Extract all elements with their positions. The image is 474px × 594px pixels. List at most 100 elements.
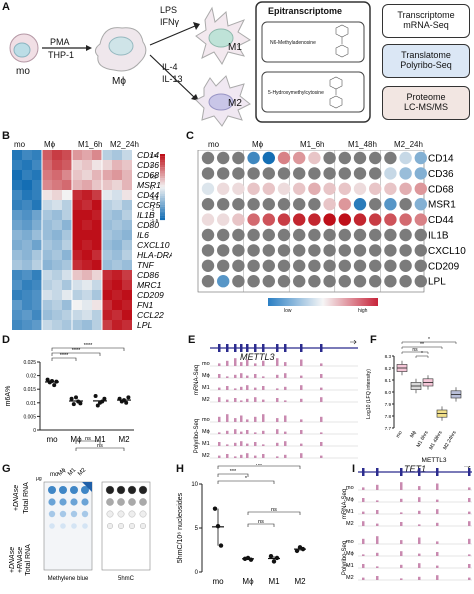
heatmap-cell <box>92 270 102 280</box>
gene-label-tet1: TET1 <box>404 464 427 474</box>
heatmap-gene-label: MSR1 <box>137 180 161 190</box>
heatmap-cell <box>22 150 32 160</box>
coverage-peak <box>436 522 439 526</box>
heatmap-group-mphi: Mϕ <box>44 140 56 149</box>
translatome-box: Translatome Polyribo-Seq <box>382 44 470 78</box>
heatmap-cell <box>102 180 112 190</box>
dot-mark <box>414 151 427 165</box>
exon-block <box>468 468 471 476</box>
dot-mark <box>293 151 306 165</box>
proteome-box: Proteome LC-MS/MS <box>382 86 470 120</box>
heatmap-cell <box>12 210 22 220</box>
blot-spot <box>106 498 114 506</box>
heatmap-cell <box>122 300 132 310</box>
x-category-label: M1 <box>94 435 106 444</box>
heatmap-cell <box>62 180 72 190</box>
ug-label: μg <box>36 476 42 482</box>
dot-mark <box>217 275 230 288</box>
heatmap-cell <box>22 180 32 190</box>
coverage-peak <box>254 455 257 458</box>
colorbar-segment <box>160 173 165 177</box>
coverage-peak <box>226 430 229 434</box>
dot-mark <box>414 167 427 180</box>
dot-mark <box>414 228 427 242</box>
heatmap-cell <box>22 260 32 270</box>
dot-gene-label: CD209 <box>428 261 460 272</box>
dot-gene-label: IL1B <box>428 231 449 242</box>
exon-block <box>284 344 287 352</box>
data-point <box>271 559 277 564</box>
heatmap-cell <box>102 290 112 300</box>
heatmap-cell <box>102 200 112 210</box>
colorbar-segment <box>160 202 165 205</box>
y-tick-label: 8.3 <box>385 354 392 359</box>
track-row-label: M1 <box>202 385 210 391</box>
coverage-peak <box>418 563 421 568</box>
m1-cell-icon <box>195 6 251 65</box>
heatmap-cell <box>82 250 92 260</box>
dot-mark <box>323 275 336 288</box>
dot-mark <box>247 259 260 272</box>
significance-label: ns <box>85 436 91 442</box>
coverage-peak <box>468 487 471 490</box>
column-label: M2 <box>77 467 88 478</box>
data-point <box>126 395 131 400</box>
heatmap-cell <box>52 160 62 170</box>
dot-mark <box>369 213 382 226</box>
dot-mark <box>369 275 382 288</box>
dot-mark <box>262 182 275 195</box>
dot-mark <box>353 182 367 195</box>
heatmap-cell <box>22 310 32 320</box>
coverage-peak <box>226 444 229 446</box>
track-row-label: mo <box>346 485 354 491</box>
dot-mark <box>414 213 427 226</box>
heatmap-cell <box>42 160 52 170</box>
blot-spot <box>140 523 146 529</box>
dot-gene-label: CD14 <box>428 154 454 165</box>
heatmap-cell <box>92 320 102 330</box>
coverage-peak <box>276 429 279 434</box>
dot-mark <box>308 275 321 288</box>
dot-mark <box>323 167 336 180</box>
heatmap-cell <box>42 210 52 220</box>
blot-spot <box>117 498 125 506</box>
dot-mark <box>262 259 275 272</box>
dot-mark <box>353 198 367 211</box>
dot-mark <box>201 259 215 272</box>
coverage-peak <box>300 419 303 422</box>
panel-label-g: G <box>2 463 11 475</box>
heatmap-cell <box>82 240 92 250</box>
colorbar-segment <box>160 200 165 203</box>
heatmap-gene-label: CD209 <box>137 290 164 300</box>
heatmap-cell <box>62 250 72 260</box>
heatmap-cell <box>32 270 42 280</box>
heatmap-cell <box>52 270 62 280</box>
y-axis-label: Log10 (LFQ intensity) <box>366 369 372 419</box>
significance-label: ns <box>412 347 418 353</box>
panel-label-a: A <box>2 1 10 13</box>
colorbar-segment <box>160 204 165 207</box>
coverage-peak <box>254 363 257 366</box>
coverage-peak <box>362 498 365 502</box>
dot-mark <box>384 151 397 165</box>
coverage-peak <box>376 566 379 568</box>
dot-mark <box>338 259 351 272</box>
dot-mark <box>262 167 275 180</box>
significance-bracket <box>75 440 101 444</box>
track-row-label: Mϕ <box>346 497 354 503</box>
x-category-label: M1 <box>268 577 280 586</box>
exon-block <box>362 468 365 476</box>
coverage-peak <box>276 456 279 458</box>
dot-mark <box>277 151 291 165</box>
dot-mark <box>277 198 291 211</box>
blot-spot <box>60 523 66 529</box>
y-tick-label: 0 <box>195 570 199 576</box>
treatment-label: +RNAse <box>17 547 24 573</box>
heatmap-cell <box>22 200 32 210</box>
dot-mark <box>232 198 245 211</box>
blot-spot <box>81 498 89 506</box>
heatmap-cell <box>32 160 42 170</box>
dot-mark <box>338 228 351 242</box>
heatmap-cell <box>122 290 132 300</box>
